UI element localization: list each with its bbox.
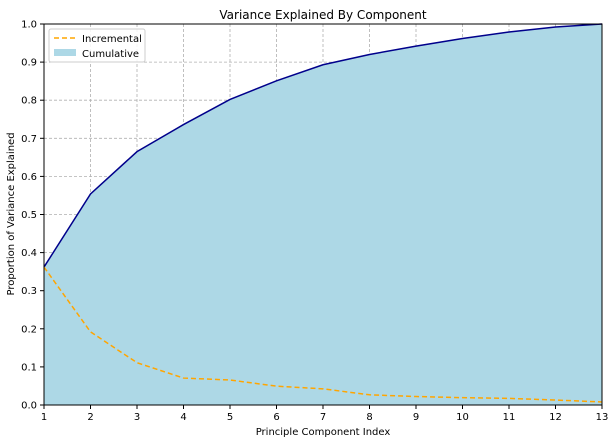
y-tick-label: 0.5 xyxy=(21,210,37,221)
y-tick-label: 0.2 xyxy=(21,324,37,335)
x-tick-label: 2 xyxy=(87,412,93,423)
x-tick-label: 10 xyxy=(456,412,469,423)
y-tick-label: 0.0 xyxy=(21,401,37,412)
legend-cumulative-label: Cumulative xyxy=(82,49,139,60)
y-tick-label: 0.9 xyxy=(21,58,37,69)
x-tick-label: 13 xyxy=(596,412,609,423)
x-tick-label: 8 xyxy=(366,412,372,423)
cumulative-line xyxy=(43,23,603,268)
y-tick-label: 0.7 xyxy=(21,134,37,145)
x-tick-label: 6 xyxy=(273,412,279,423)
x-tick-label: 5 xyxy=(227,412,233,423)
x-tick-label: 1 xyxy=(41,412,47,423)
y-tick-label: 1.0 xyxy=(21,20,37,31)
chart-title: Variance Explained By Component xyxy=(219,8,427,22)
legend-cumulative-swatch xyxy=(54,49,76,56)
x-tick-label: 3 xyxy=(134,412,140,423)
x-tick-label: 9 xyxy=(413,412,419,423)
y-tick-label: 0.6 xyxy=(21,172,37,183)
y-axis: 0.0 0.1 0.2 0.3 0.4 0.5 0.6 0.7 0.8 0.9 1.0 xyxy=(21,20,44,412)
legend-incremental-label: Incremental xyxy=(82,34,142,45)
y-tick-label: 0.4 xyxy=(21,248,37,259)
y-axis-label: Proportion of Variance Explained xyxy=(6,132,17,295)
y-tick-label: 0.8 xyxy=(21,96,37,107)
x-tick-label: 7 xyxy=(320,412,326,423)
x-tick-label: 4 xyxy=(180,412,186,423)
x-axis: 1 2 3 4 5 6 7 8 9 10 11 12 13 xyxy=(41,405,609,423)
x-tick-label: 12 xyxy=(549,412,562,423)
cumulative-area xyxy=(44,24,602,405)
x-tick-label: 11 xyxy=(503,412,516,423)
incremental-line xyxy=(43,266,603,403)
y-tick-label: 0.1 xyxy=(21,362,37,373)
x-axis-label: Principle Component Index xyxy=(256,427,391,438)
y-tick-label: 0.3 xyxy=(21,286,37,297)
legend: Incremental Cumulative xyxy=(48,28,146,63)
